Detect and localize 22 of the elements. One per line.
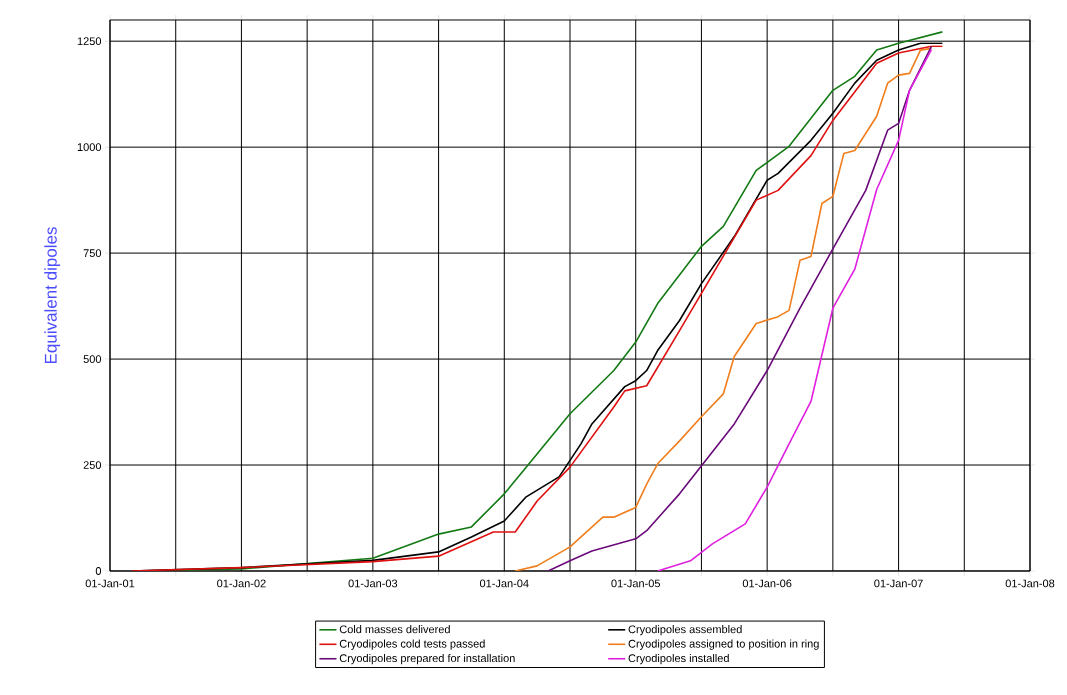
y-axis-title: Equivalent dipoles	[44, 227, 61, 364]
y-tick-label: 750	[83, 249, 102, 257]
y-tick-label: 0	[95, 567, 102, 575]
x-tick-label: 01-Jan-08	[1005, 579, 1055, 588]
legend-label: Cold masses delivered	[339, 625, 450, 634]
y-tick-label: 500	[83, 355, 102, 363]
legend-label: Cryodipoles assembled	[628, 625, 742, 636]
legend-label: Cryodipoles prepared for installation	[339, 654, 515, 665]
x-tick-label: 01-Jan-02	[217, 579, 266, 588]
line-series	[656, 48, 933, 571]
x-tick-label: 01-Jan-05	[611, 579, 661, 588]
legend-label: Cryodipoles cold tests passed	[339, 639, 485, 650]
x-tick-label: 01-Jan-07	[874, 579, 923, 588]
y-tick-label: 1000	[77, 143, 102, 152]
x-tick-label: 01-Jan-06	[742, 579, 792, 588]
x-tick-label: 01-Jan-04	[479, 579, 529, 588]
x-tick-label: 01-Jan-03	[348, 579, 398, 588]
y-tick-label: 250	[83, 461, 102, 469]
y-tick-label: 1250	[77, 37, 102, 46]
legend-label: Cryodipoles installed	[628, 654, 729, 665]
legend-label: Cryodipoles assigned to position in ring	[628, 639, 819, 650]
x-tick-label: 01-Jan-01	[85, 579, 135, 588]
